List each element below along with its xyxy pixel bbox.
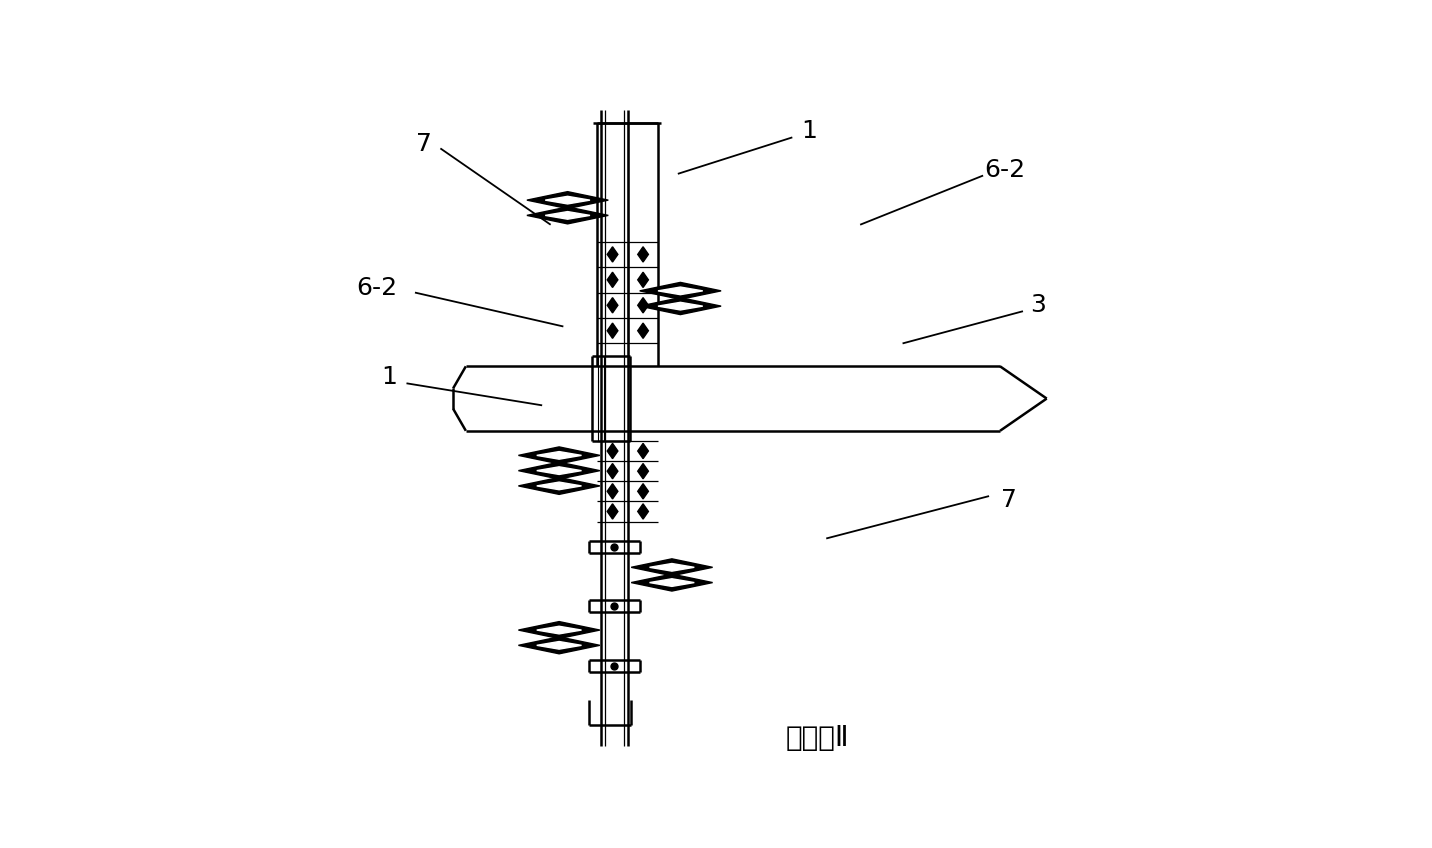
- Polygon shape: [537, 626, 581, 634]
- Polygon shape: [518, 447, 600, 464]
- Polygon shape: [546, 212, 590, 219]
- Polygon shape: [650, 563, 695, 572]
- Polygon shape: [537, 482, 581, 490]
- Polygon shape: [537, 641, 581, 650]
- Polygon shape: [637, 247, 649, 262]
- Text: 7: 7: [415, 132, 431, 156]
- Polygon shape: [607, 504, 617, 519]
- Polygon shape: [637, 483, 649, 499]
- Text: 1: 1: [381, 365, 398, 389]
- Text: 7: 7: [1001, 488, 1017, 512]
- Polygon shape: [637, 464, 649, 479]
- Polygon shape: [518, 462, 600, 479]
- Polygon shape: [632, 574, 713, 591]
- Polygon shape: [607, 272, 617, 287]
- Polygon shape: [637, 504, 649, 519]
- Polygon shape: [607, 247, 617, 262]
- Polygon shape: [527, 207, 609, 224]
- Polygon shape: [657, 303, 703, 310]
- Polygon shape: [518, 477, 600, 494]
- Polygon shape: [527, 192, 609, 209]
- Text: 3: 3: [1030, 293, 1047, 317]
- Polygon shape: [518, 622, 600, 639]
- Polygon shape: [537, 466, 581, 475]
- Polygon shape: [657, 287, 703, 294]
- Polygon shape: [537, 451, 581, 460]
- Polygon shape: [518, 637, 600, 654]
- Polygon shape: [607, 464, 617, 479]
- Polygon shape: [632, 559, 713, 576]
- Polygon shape: [640, 298, 722, 315]
- Polygon shape: [607, 483, 617, 499]
- Polygon shape: [637, 444, 649, 459]
- Polygon shape: [640, 282, 722, 299]
- Polygon shape: [637, 272, 649, 287]
- Text: 6-2: 6-2: [357, 276, 397, 300]
- Polygon shape: [607, 298, 617, 313]
- Polygon shape: [637, 298, 649, 313]
- Text: 放大图Ⅱ: 放大图Ⅱ: [786, 723, 849, 752]
- Polygon shape: [546, 197, 590, 204]
- Polygon shape: [650, 578, 695, 587]
- Polygon shape: [637, 323, 649, 338]
- Text: 6-2: 6-2: [984, 158, 1025, 181]
- Polygon shape: [607, 444, 617, 459]
- Text: 1: 1: [802, 120, 818, 143]
- Polygon shape: [607, 323, 617, 338]
